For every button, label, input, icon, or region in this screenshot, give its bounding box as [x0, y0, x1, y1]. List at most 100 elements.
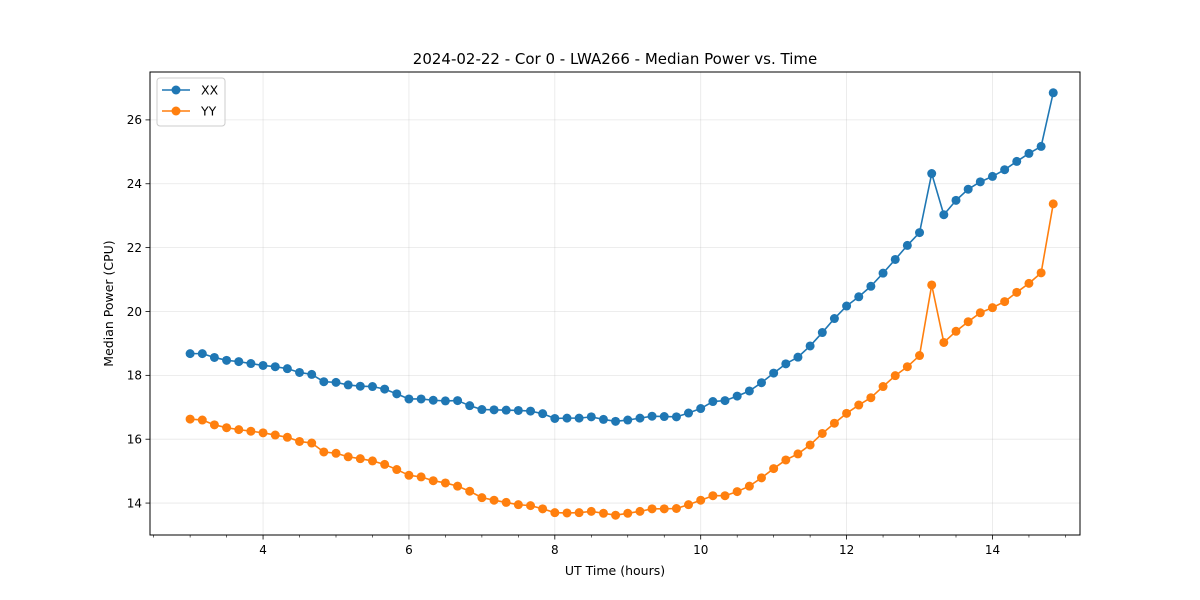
data-point	[842, 301, 852, 311]
data-point	[659, 412, 669, 422]
data-point	[367, 382, 377, 392]
data-point	[513, 500, 523, 510]
data-point	[331, 448, 341, 458]
data-point	[854, 292, 864, 302]
series-xx	[185, 88, 1058, 426]
data-point	[489, 405, 499, 415]
data-point	[793, 352, 803, 362]
data-point	[209, 352, 219, 362]
x-tick-label: 12	[839, 543, 854, 557]
data-point	[696, 404, 706, 414]
data-point	[684, 408, 694, 418]
data-point	[756, 378, 766, 388]
data-point	[222, 423, 232, 433]
data-point	[890, 254, 900, 264]
data-point	[975, 177, 985, 187]
data-point	[355, 454, 365, 464]
data-point	[562, 413, 572, 423]
data-point	[246, 359, 256, 369]
data-point	[538, 504, 548, 514]
data-point	[696, 495, 706, 505]
data-point	[1024, 278, 1034, 288]
y-tick-label: 22	[127, 241, 142, 255]
data-point	[987, 171, 997, 181]
data-point	[453, 396, 463, 406]
data-point	[380, 459, 390, 469]
data-point	[598, 508, 608, 518]
data-point	[270, 430, 280, 440]
data-point	[428, 476, 438, 486]
data-point	[878, 382, 888, 392]
x-tick-label: 6	[405, 543, 413, 557]
legend-label-yy: YY	[200, 104, 217, 119]
data-point	[781, 455, 791, 465]
data-point	[1048, 88, 1058, 98]
y-axis-label: Median Power (CPU)	[101, 240, 116, 366]
data-point	[647, 411, 657, 421]
data-point	[611, 510, 621, 520]
x-tick-label: 8	[551, 543, 559, 557]
data-point	[611, 416, 621, 426]
data-point	[1036, 141, 1046, 151]
data-point	[805, 440, 815, 450]
data-point	[343, 380, 353, 390]
data-point	[854, 400, 864, 410]
data-point	[890, 371, 900, 381]
data-point	[307, 369, 317, 379]
data-point	[805, 341, 815, 351]
data-point	[756, 473, 766, 483]
data-point	[671, 412, 681, 422]
data-point	[732, 487, 742, 497]
data-point	[270, 362, 280, 372]
data-point	[282, 432, 292, 442]
data-point	[477, 493, 487, 503]
data-point	[562, 508, 572, 518]
data-point	[951, 195, 961, 205]
data-point	[915, 228, 925, 238]
data-point	[440, 396, 450, 406]
data-point	[671, 504, 681, 513]
data-point	[915, 351, 925, 361]
y-tick-label: 16	[127, 433, 142, 447]
y-tick-label: 24	[127, 177, 142, 191]
data-point	[355, 381, 365, 391]
data-point	[708, 397, 718, 407]
data-point	[769, 464, 779, 474]
data-point	[647, 504, 657, 514]
data-point	[185, 414, 195, 424]
data-point	[440, 478, 450, 488]
legend-label-xx: XX	[201, 83, 219, 98]
data-point	[501, 405, 511, 415]
data-point	[465, 486, 475, 496]
data-point	[878, 268, 888, 278]
data-point	[902, 362, 912, 372]
data-point	[1012, 156, 1022, 166]
data-point	[866, 393, 876, 403]
data-point	[295, 436, 305, 446]
data-point	[1036, 268, 1046, 278]
data-point	[501, 497, 511, 507]
data-point	[477, 405, 487, 415]
data-point	[623, 508, 633, 518]
data-point	[829, 314, 839, 324]
data-point	[380, 384, 390, 394]
data-point	[598, 414, 608, 424]
data-point	[343, 452, 353, 462]
data-point	[586, 506, 596, 516]
data-point	[404, 394, 414, 404]
data-point	[1000, 165, 1010, 175]
data-point	[623, 415, 633, 425]
legend: XX YY	[156, 77, 226, 127]
chart-title: 2024-02-22 - Cor 0 - LWA266 - Median Pow…	[413, 50, 817, 68]
legend-entry-xx: XX	[162, 83, 219, 98]
data-point	[842, 408, 852, 418]
series-yy	[185, 199, 1058, 520]
x-tick-label: 10	[693, 543, 708, 557]
legend-marker-yy	[171, 106, 181, 116]
data-point	[902, 240, 912, 250]
y-tick-label: 26	[127, 113, 142, 127]
x-tick-label: 14	[985, 543, 1000, 557]
data-point	[222, 355, 232, 365]
data-point	[282, 364, 292, 374]
